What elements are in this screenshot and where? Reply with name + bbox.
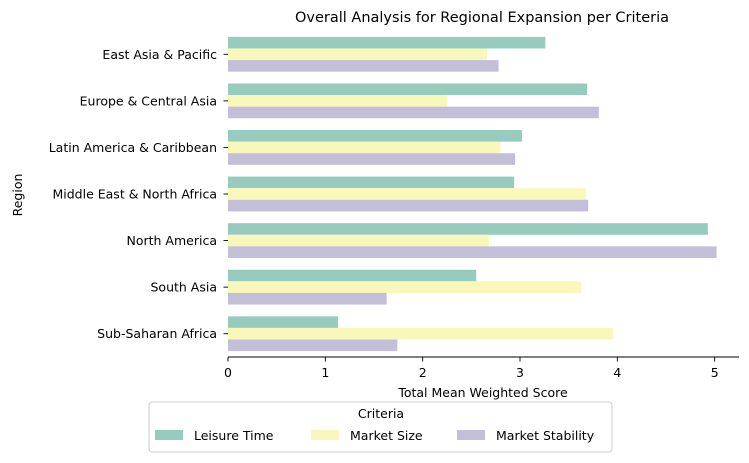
bar-market-size-north-america [228,234,489,247]
legend-label-market-stability: Market Stability [496,428,595,443]
bar-leisure-time-europe-central-asia [228,83,588,96]
bar-market-size-latin-america-caribbean [228,141,501,154]
bar-market-size-europe-central-asia [228,95,447,107]
y-tick-label: East Asia & Pacific [102,47,217,62]
bar-market-stability-europe-central-asia [228,106,599,119]
legend-label-leisure-time: Leisure Time [194,428,274,443]
x-tick-label: 4 [613,365,621,380]
legend-title: Criteria [358,406,404,421]
y-tick-label: North America [127,233,218,248]
bar-market-stability-east-asia-pacific [228,60,499,72]
bar-leisure-time-north-america [228,223,708,235]
legend-swatch-leisure-time [155,430,183,440]
x-tick-label: 2 [419,365,427,380]
bar-leisure-time-east-asia-pacific [228,36,546,49]
x-tick-label: 3 [516,365,524,380]
y-axis-label: Region [10,174,25,217]
y-tick-label: Latin America & Caribbean [49,140,217,155]
bar-leisure-time-sub-saharan-africa [228,316,338,328]
bar-leisure-time-latin-america-caribbean [228,130,522,142]
bar-market-size-sub-saharan-africa [228,327,614,340]
bar-market-stability-middle-east-north-africa [228,199,589,212]
y-tick-label: Middle East & North Africa [52,187,217,202]
legend-swatch-market-size [311,430,339,440]
y-tick-label: South Asia [151,280,218,295]
bar-market-stability-south-asia [228,292,387,305]
x-tick-label: 0 [224,365,232,380]
bar-leisure-time-south-asia [228,269,477,282]
chart-title: Overall Analysis for Regional Expansion … [295,10,669,26]
legend-swatch-market-stability [457,430,485,440]
bar-market-size-middle-east-north-africa [228,188,587,200]
legend: Criteria Leisure Time Market Size Market S… [148,401,613,453]
bar-leisure-time-middle-east-north-africa [228,176,515,189]
x-tick-label: 5 [711,365,719,380]
bar-market-stability-north-america [228,246,717,258]
bar-market-size-south-asia [228,281,582,293]
bar-market-stability-sub-saharan-africa [228,339,398,352]
bar-market-size-east-asia-pacific [228,48,487,61]
legend-frame [148,401,613,453]
legend-label-market-size: Market Size [350,428,423,443]
bar-market-stability-latin-america-caribbean [228,153,516,165]
x-tick-label: 1 [321,365,329,380]
x-axis-label: Total Mean Weighted Score [397,385,568,400]
y-tick-label: Europe & Central Asia [80,93,217,108]
y-tick-label: Sub-Saharan Africa [97,326,217,341]
